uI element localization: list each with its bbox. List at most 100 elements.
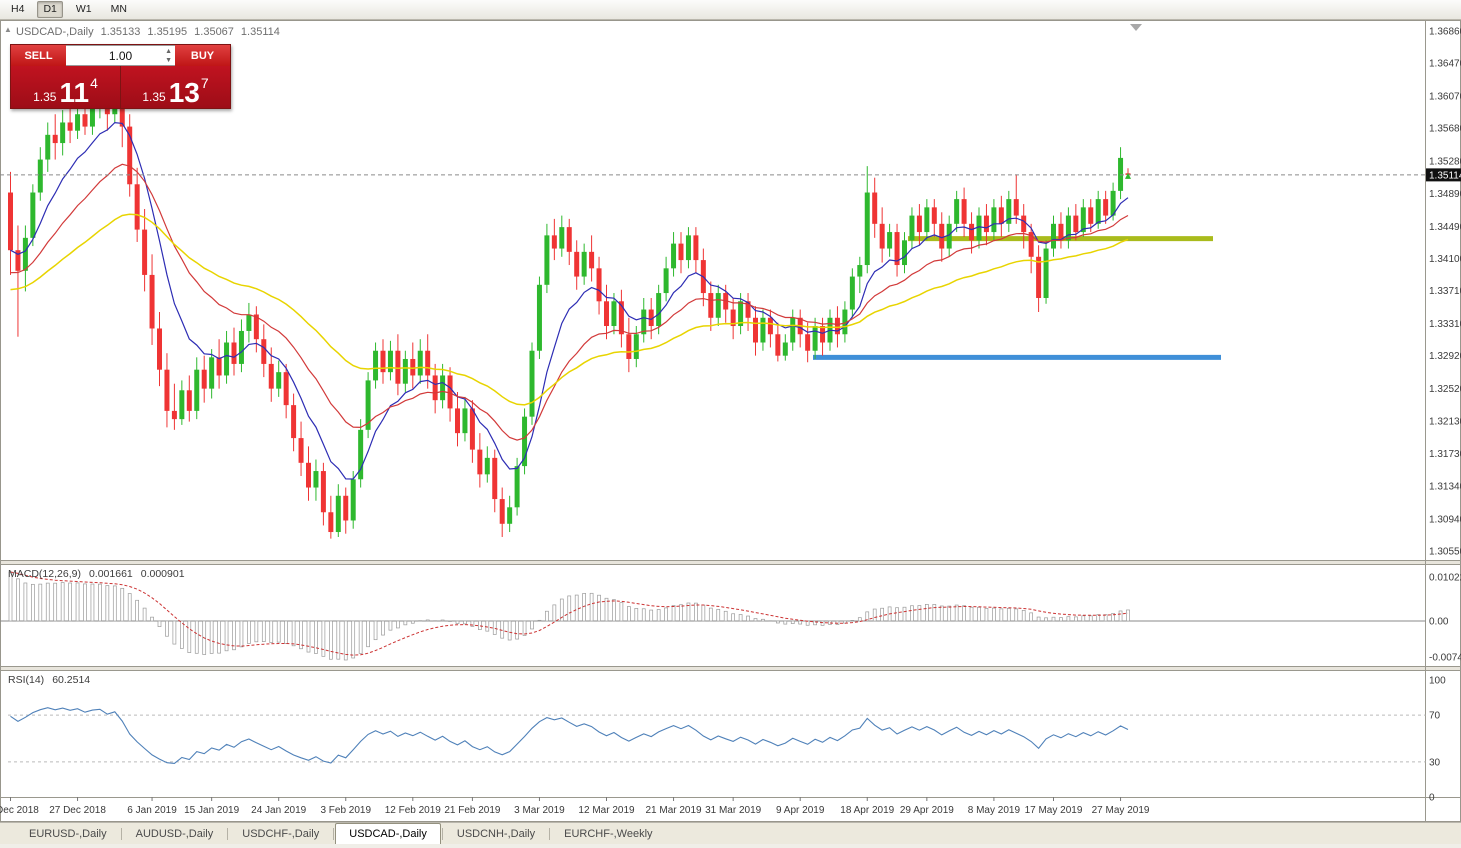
svg-text:1.34890: 1.34890: [1429, 189, 1461, 200]
date-axis: 18 Dec 2018 27 Dec 2018 6 Jan 2019 15 Jan 2…: [0, 797, 1150, 816]
date-label: 9 Apr 2019: [776, 805, 825, 816]
svg-text:1.33710: 1.33710: [1429, 286, 1461, 297]
symbol-tab-usdchf[interactable]: USDCHF-,Daily: [242, 828, 320, 840]
rsi-line: [10, 707, 1129, 764]
chart-low-value: 1.35067: [194, 26, 234, 38]
tab-separator: [120, 828, 122, 840]
date-label: 27 May 2019: [1092, 805, 1150, 816]
svg-text:1.32130: 1.32130: [1429, 416, 1461, 427]
moving-average-lines: [10, 121, 1129, 480]
date-label: 24 Jan 2019: [251, 805, 306, 816]
chart-shift-marker-icon[interactable]: [1130, 24, 1142, 31]
date-label: 8 May 2019: [968, 805, 1021, 816]
svg-text:-0.00747: -0.00747: [1429, 653, 1461, 664]
rsi-value: 60.2514: [52, 674, 91, 686]
date-label: 21 Mar 2019: [645, 805, 702, 816]
symbol-tab-eurchf[interactable]: EURCHF-,Weekly: [564, 828, 653, 840]
buy-price-button[interactable]: 1.35 13 7: [121, 66, 230, 108]
macd-name: MACD(12,26,9): [8, 568, 81, 580]
svg-text:1.36860: 1.36860: [1429, 27, 1461, 38]
chart-title: USDCAD-,Daily 1.35133 1.35195 1.35067 1.…: [16, 26, 280, 38]
svg-text:0.01022: 0.01022: [1429, 573, 1461, 584]
macd-signal-value: 0.000901: [140, 568, 185, 580]
svg-text:1.30940: 1.30940: [1429, 514, 1461, 525]
medium-ma-line: [10, 163, 1129, 441]
date-label: 3 Feb 2019: [320, 805, 371, 816]
period-button-mn[interactable]: MN: [105, 1, 133, 18]
volume-input[interactable]: 1.00 ▲ ▼: [66, 45, 175, 66]
date-label: 17 May 2019: [1025, 805, 1083, 816]
last-price-marker-icon: [1125, 172, 1131, 179]
svg-text:1.33310: 1.33310: [1429, 319, 1461, 330]
macd-label: MACD(12,26,9) 0.001661 0.000901: [8, 568, 185, 580]
tab-separator: [441, 828, 443, 840]
date-label: 12 Mar 2019: [578, 805, 635, 816]
sell-button[interactable]: SELL: [11, 45, 66, 66]
tab-separator: [549, 828, 551, 840]
rsi-name: RSI(14): [8, 674, 45, 686]
symbol-tab-eurusd[interactable]: EURUSD-,Daily: [29, 828, 107, 840]
svg-text:1.32520: 1.32520: [1429, 384, 1461, 395]
date-label: 3 Mar 2019: [514, 805, 565, 816]
buy-price-base: 1.35: [142, 90, 166, 104]
chart-open-value: 1.35133: [100, 26, 141, 38]
sell-price-pipette: 4: [90, 75, 98, 91]
macd-signal-line: [10, 571, 1129, 656]
price-scale: 1.36860 1.36470 1.36070 1.35680 1.35280 1.348…: [1429, 27, 1461, 558]
fast-ma-line: [10, 121, 1129, 480]
svg-text:1.34100: 1.34100: [1429, 254, 1461, 265]
chart-symbol-period: USDCAD-,Daily: [16, 26, 94, 38]
volume-spinner[interactable]: ▲ ▼: [165, 47, 172, 65]
chart-close-value: 1.35114: [240, 26, 280, 38]
svg-text:30: 30: [1429, 757, 1441, 768]
buy-button[interactable]: BUY: [175, 45, 230, 66]
date-label: 18 Dec 2018: [0, 805, 39, 816]
symbol-tab-usdcad[interactable]: USDCAD-,Daily: [335, 823, 441, 844]
sell-price-button[interactable]: 1.35 11 4: [11, 66, 120, 108]
macd-main-value: 0.001661: [88, 568, 133, 580]
trade-panel-top-row: SELL 1.00 ▲ ▼ BUY: [11, 45, 230, 66]
chart-high-value: 1.35195: [147, 26, 188, 38]
date-label: 27 Dec 2018: [49, 805, 106, 816]
date-label: 12 Feb 2019: [385, 805, 442, 816]
volume-value: 1.00: [108, 48, 133, 63]
symbol-tabbar: EURUSD-,Daily AUDUSD-,Daily USDCHF-,Daily U…: [0, 822, 1461, 844]
svg-text:0.00: 0.00: [1429, 617, 1449, 628]
date-label: 21 Feb 2019: [444, 805, 501, 816]
svg-text:1.32920: 1.32920: [1429, 351, 1461, 362]
svg-text:1.36070: 1.36070: [1429, 92, 1461, 103]
spinner-up-icon[interactable]: ▲: [165, 48, 172, 55]
period-button-w1[interactable]: W1: [70, 1, 98, 18]
svg-text:0: 0: [1429, 793, 1435, 804]
period-button-h4[interactable]: H4: [5, 1, 30, 18]
symbol-tab-usdcnh[interactable]: USDCNH-,Daily: [456, 828, 536, 840]
candlestick-series: [8, 85, 1131, 539]
date-label: 15 Jan 2019: [184, 805, 239, 816]
macd-indicator: 0.01022 0.00 -0.00747: [0, 571, 1461, 664]
slow-ma-line: [10, 213, 1129, 406]
buy-price-pipette: 7: [200, 75, 209, 91]
svg-text:1.31730: 1.31730: [1429, 449, 1461, 460]
svg-text:1.35114: 1.35114: [1429, 170, 1461, 181]
svg-text:1.34490: 1.34490: [1429, 222, 1461, 233]
sell-price-pips: 11: [59, 77, 90, 108]
period-toolbar: H4 D1 W1 MN: [0, 0, 1461, 20]
rsi-indicator: 100 70 30 0: [8, 676, 1446, 804]
date-label: 29 Apr 2019: [900, 805, 954, 816]
current-price-line: 1.35114: [0, 168, 1461, 182]
rsi-label: RSI(14) 60.2514: [8, 674, 90, 686]
svg-text:100: 100: [1429, 676, 1446, 687]
svg-text:70: 70: [1429, 711, 1441, 722]
trade-panel-price-row: 1.35 11 4 1.35 13 7: [11, 66, 230, 108]
period-button-d1[interactable]: D1: [37, 1, 63, 18]
date-label: 31 Mar 2019: [705, 805, 762, 816]
svg-text:1.31340: 1.31340: [1429, 481, 1461, 492]
one-click-panel-toggle-icon[interactable]: ▲: [4, 25, 12, 34]
svg-text:1.36470: 1.36470: [1429, 59, 1461, 70]
spinner-down-icon[interactable]: ▼: [165, 57, 172, 64]
sell-price-base: 1.35: [33, 90, 57, 104]
symbol-tab-audusd[interactable]: AUDUSD-,Daily: [135, 828, 214, 840]
